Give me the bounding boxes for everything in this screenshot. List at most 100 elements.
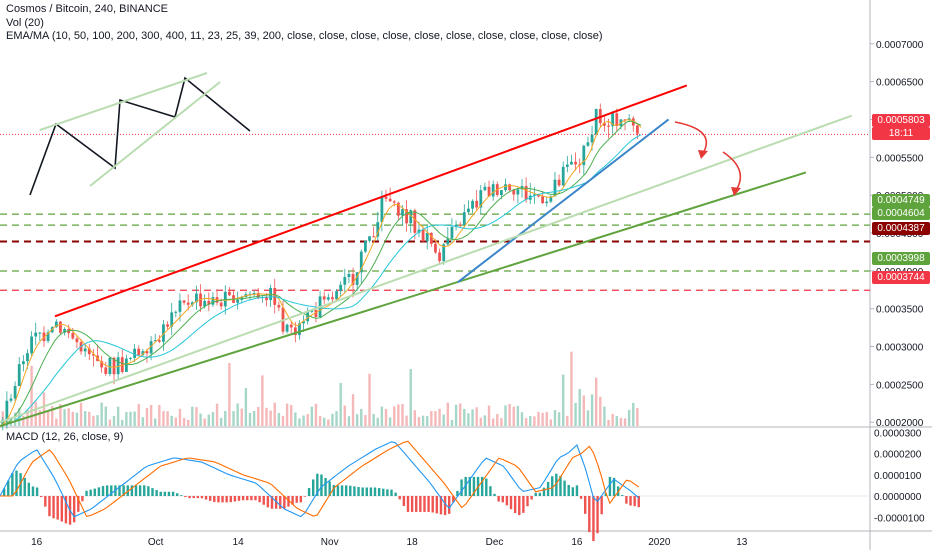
macd-histogram-bar	[538, 492, 542, 496]
trend-line[interactable]	[54, 84, 688, 318]
candle-body	[364, 240, 367, 252]
candle-body	[252, 292, 256, 294]
candle-body	[401, 209, 404, 216]
volume-bar	[46, 410, 50, 426]
volume-bar	[322, 417, 326, 426]
volume-bar	[125, 412, 128, 426]
volume-bar	[170, 415, 173, 426]
macd-histogram-bar	[410, 496, 414, 512]
volume-bar	[388, 417, 392, 426]
projection-arrow-1-head	[698, 150, 708, 159]
candle-body	[30, 336, 33, 354]
time-tick-label: Dec	[486, 537, 504, 548]
volume-bar	[599, 396, 602, 426]
macd-legend[interactable]: MACD (12, 26, close, 9)	[6, 431, 124, 443]
trend-line[interactable]	[0, 114, 853, 424]
macd-histogram-bar	[192, 496, 195, 499]
macd-histogram-bar	[229, 496, 232, 503]
candle-body	[335, 291, 338, 300]
macd-line	[0, 441, 640, 518]
candle-body	[343, 277, 347, 285]
candle-body	[532, 194, 536, 196]
pattern-channel-top[interactable]	[39, 72, 208, 131]
candle-body	[120, 357, 124, 372]
candle-body	[228, 291, 231, 296]
candle-body	[565, 164, 569, 167]
macd-histogram-bar	[373, 487, 377, 496]
candle-body	[174, 311, 178, 313]
volume-bar	[133, 411, 136, 426]
volume-bar	[533, 416, 536, 426]
pattern-channel-bottom[interactable]	[89, 81, 221, 187]
volume-bar	[71, 411, 75, 426]
price-tick-label: 0.0003000	[876, 343, 924, 354]
candle-body	[594, 109, 598, 135]
macd-histogram-bar	[579, 496, 583, 499]
volume-bar	[207, 414, 210, 426]
volume-bar	[360, 408, 363, 426]
candle-body	[499, 190, 503, 195]
macd-histogram-bar	[85, 490, 88, 496]
projection-arrow-2[interactable]	[722, 151, 742, 193]
candle-body	[586, 142, 590, 146]
volume-bar	[491, 418, 495, 426]
candle-body	[87, 348, 91, 355]
volume-bar	[298, 418, 301, 426]
macd-histogram-bar	[344, 485, 348, 496]
projection-arrow-1[interactable]	[674, 121, 708, 156]
macd-histogram-bar	[390, 489, 393, 496]
volume-bar	[623, 418, 627, 426]
macd-histogram-bar	[596, 496, 599, 534]
volume-bar	[364, 415, 367, 426]
macd-histogram-bar	[270, 496, 274, 509]
volume-bar	[83, 411, 87, 426]
macd-signal-line	[0, 440, 640, 517]
candle-body	[384, 196, 388, 199]
macd-histogram-bar	[456, 490, 459, 496]
candle-body	[376, 222, 380, 237]
candle-body	[178, 300, 182, 312]
macd-histogram-bar	[221, 496, 224, 503]
macd-histogram-bar	[592, 496, 595, 542]
trend-line[interactable]	[457, 118, 670, 283]
volume-bar	[42, 392, 46, 426]
macd-histogram-bar	[291, 496, 294, 505]
volume-bar	[594, 377, 598, 426]
volume-bar	[285, 403, 289, 426]
macd-histogram-bar	[233, 496, 237, 502]
chart-title[interactable]: Cosmos / Bitcoin, 240, BINANCE	[6, 3, 169, 15]
volume-bar	[154, 418, 157, 426]
candle-body	[607, 125, 610, 127]
volume-bar	[607, 419, 610, 426]
candle-body	[421, 229, 425, 242]
price-tick-label: 0.0002500	[876, 380, 924, 391]
candle-body	[46, 332, 50, 342]
volume-bar	[100, 402, 103, 426]
candle-body	[508, 184, 512, 191]
macd-histogram-bar	[303, 496, 307, 497]
volume-bar	[228, 363, 231, 426]
candle-body	[359, 251, 363, 273]
macd-histogram-bar	[7, 480, 10, 496]
volume-bar	[438, 408, 441, 426]
macd-histogram-bar	[542, 487, 546, 496]
macd-histogram-bar	[629, 496, 632, 506]
macd-histogram-bar	[608, 476, 612, 496]
ema-ma-legend[interactable]: EMA/MA (10, 50, 100, 200, 300, 400, 11, …	[6, 30, 603, 42]
macd-histogram-bar	[237, 496, 241, 501]
volume-bar	[426, 416, 429, 426]
macd-histogram-bar	[480, 476, 484, 496]
candle-body	[405, 209, 409, 224]
volume-bar	[327, 419, 330, 426]
volume-legend[interactable]: Vol (20)	[6, 17, 44, 29]
candle-body	[396, 202, 400, 216]
macd-histogram-bar	[312, 479, 315, 496]
volume-bar	[22, 415, 25, 426]
candle-body	[475, 200, 479, 208]
volume-bar	[586, 410, 590, 426]
price-tick-label: 0.0007000	[876, 40, 924, 51]
trend-line[interactable]	[0, 171, 807, 427]
candle-body	[203, 300, 207, 307]
